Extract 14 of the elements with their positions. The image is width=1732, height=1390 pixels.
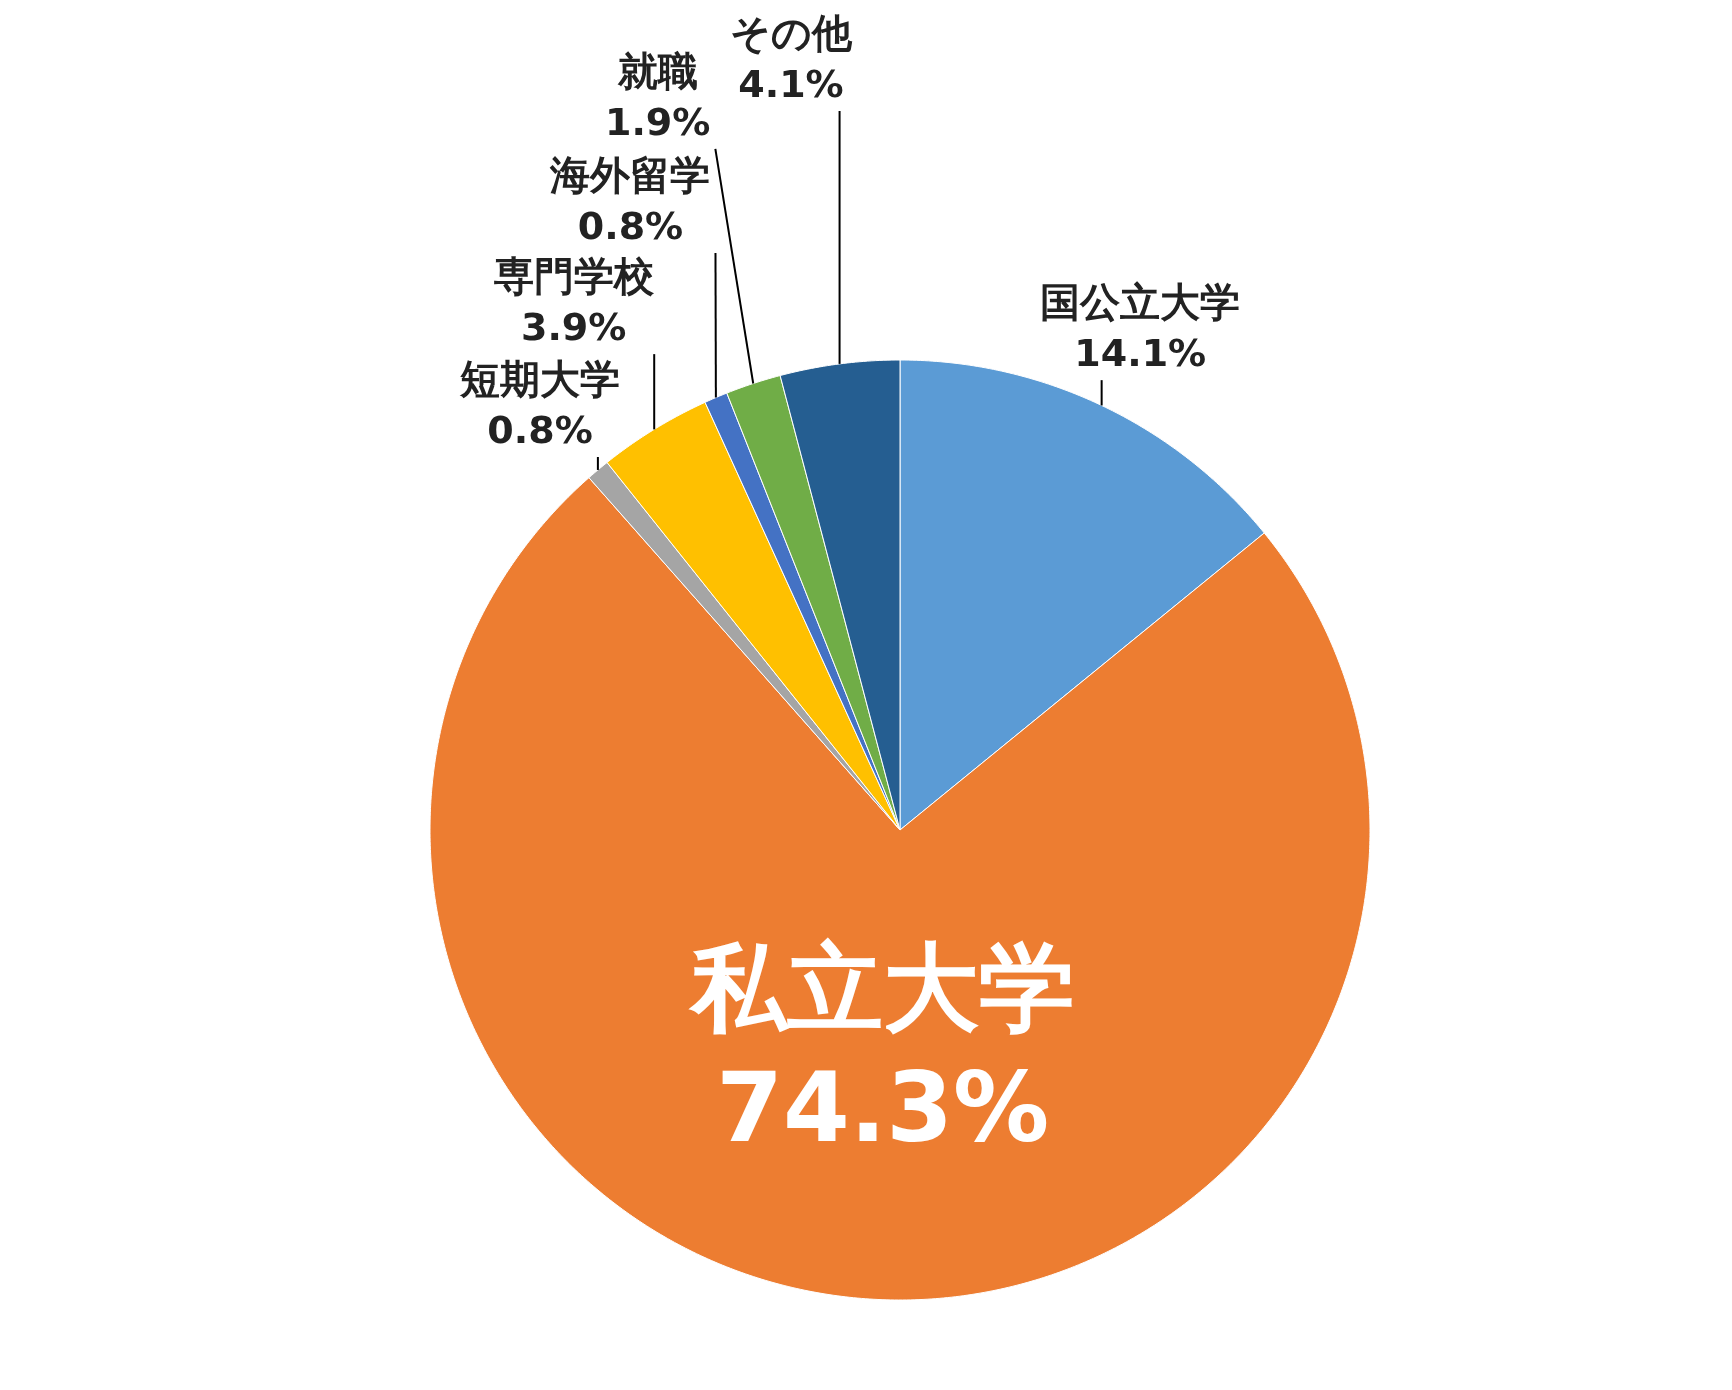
slice-label: その他 bbox=[729, 10, 853, 56]
data-label: 1.9% bbox=[604, 99, 711, 144]
slice-label: 専門学校 bbox=[493, 253, 655, 300]
data-label: 14.1% bbox=[1074, 331, 1207, 376]
data-label: 4.1% bbox=[738, 62, 844, 106]
data-label: 0.8% bbox=[487, 408, 593, 453]
data-label: 3.9% bbox=[520, 305, 627, 350]
slice-label: 短期大学 bbox=[459, 356, 621, 403]
data-label: 0.8% bbox=[577, 203, 684, 248]
slice-label: 就職 bbox=[616, 47, 698, 94]
slice-label: 私立大学 bbox=[687, 931, 1075, 1044]
slice-label: 国公立大学 bbox=[1040, 279, 1241, 326]
data-label: 74.3% bbox=[716, 1051, 1050, 1164]
slice-label: 海外留学 bbox=[549, 151, 711, 198]
